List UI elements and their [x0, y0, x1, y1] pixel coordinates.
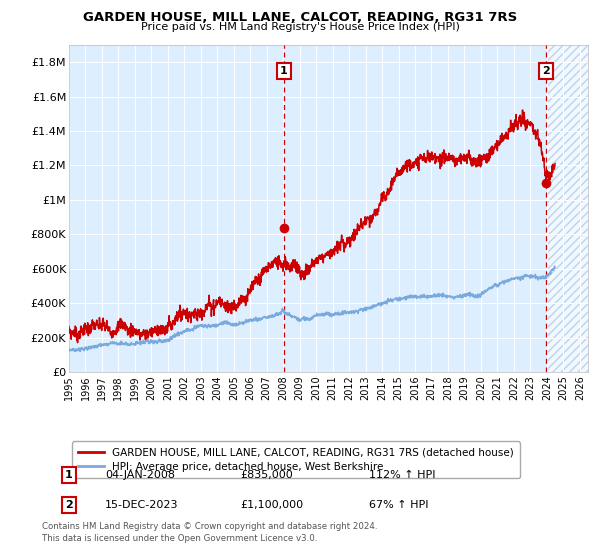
Text: £835,000: £835,000 [240, 470, 293, 480]
Text: GARDEN HOUSE, MILL LANE, CALCOT, READING, RG31 7RS: GARDEN HOUSE, MILL LANE, CALCOT, READING… [83, 11, 517, 24]
Text: 2: 2 [65, 500, 73, 510]
Bar [547, 45, 588, 372]
Text: £1,100,000: £1,100,000 [240, 500, 303, 510]
Text: Contains HM Land Registry data © Crown copyright and database right 2024.: Contains HM Land Registry data © Crown c… [42, 522, 377, 531]
Text: 67% ↑ HPI: 67% ↑ HPI [369, 500, 428, 510]
Text: 112% ↑ HPI: 112% ↑ HPI [369, 470, 436, 480]
Text: 04-JAN-2008: 04-JAN-2008 [105, 470, 175, 480]
Text: Price paid vs. HM Land Registry's House Price Index (HPI): Price paid vs. HM Land Registry's House … [140, 22, 460, 32]
Text: 2: 2 [542, 66, 550, 76]
Text: This data is licensed under the Open Government Licence v3.0.: This data is licensed under the Open Gov… [42, 534, 317, 543]
Text: 1: 1 [280, 66, 288, 76]
Text: 15-DEC-2023: 15-DEC-2023 [105, 500, 179, 510]
Text: 1: 1 [65, 470, 73, 480]
Legend: GARDEN HOUSE, MILL LANE, CALCOT, READING, RG31 7RS (detached house), HPI: Averag: GARDEN HOUSE, MILL LANE, CALCOT, READING… [71, 441, 520, 478]
